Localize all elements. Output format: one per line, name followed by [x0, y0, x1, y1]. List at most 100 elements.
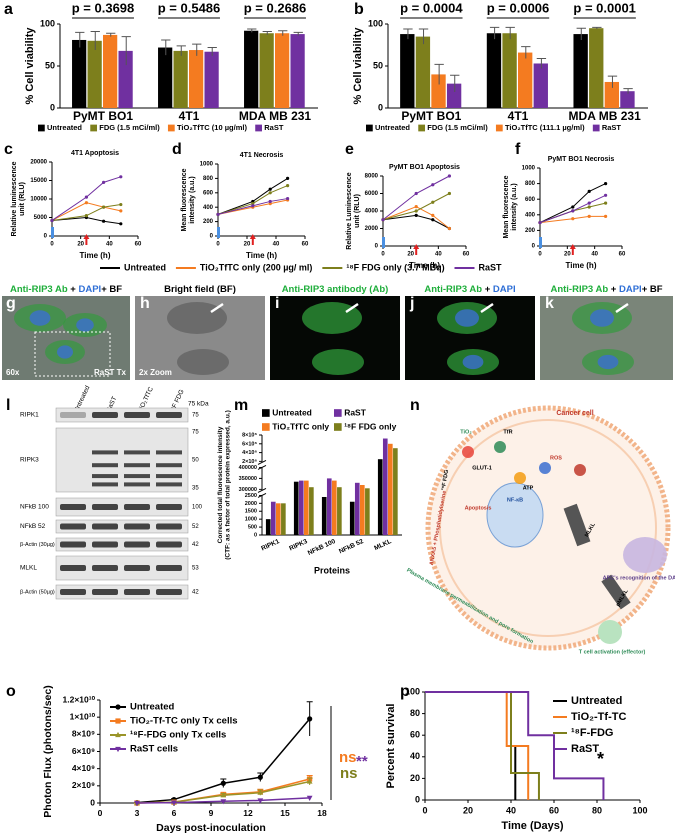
legend-label: ¹⁸F-FDG only Tx cells: [130, 730, 226, 741]
event-marker: [539, 237, 542, 248]
bar: [326, 478, 332, 535]
annotation: p = 0.3698: [72, 0, 135, 15]
marker: [306, 778, 313, 784]
x-tick-label: 40: [435, 252, 442, 258]
error-bar: [450, 74, 460, 93]
title-part: +: [608, 284, 619, 295]
legend-label: RaST: [344, 407, 367, 417]
marker: [268, 187, 272, 191]
marker: [381, 218, 385, 222]
blot-band: [124, 589, 150, 595]
legend-label: ¹⁸F FDG only: [344, 421, 396, 431]
legend-label: TiO₂TfTC (111.1 µg/ml): [505, 123, 585, 132]
blot-band: [92, 463, 118, 468]
bar: [87, 40, 102, 108]
y-tick-label: 100: [40, 18, 55, 28]
event-arrow: [83, 234, 90, 245]
marker: [431, 213, 435, 217]
bar: [189, 50, 204, 108]
legend-label: TiO₂-Tf-TC: [571, 711, 626, 723]
y-axis-label: unit (RLU): [354, 194, 361, 228]
error-bar: [278, 30, 288, 36]
y-axis-label: Mean fluorescence: [503, 175, 510, 238]
y-tick-label: 0: [90, 797, 95, 807]
annotation: **: [356, 753, 368, 770]
molecule: [574, 464, 586, 476]
y-tick-label: 20: [410, 773, 420, 783]
y-tick-label: 0: [210, 234, 214, 240]
blot-band: [92, 589, 118, 595]
bar: [270, 501, 276, 535]
bar: [298, 480, 304, 535]
zoom-box: [34, 331, 111, 377]
x-tick-label: 6: [172, 808, 177, 818]
x-tick-label: 60: [135, 242, 142, 248]
legend-label: FDG (1.5 mCi/ml): [427, 123, 488, 132]
y-axis-label: (CTF: as a factor of total protein expre…: [225, 410, 232, 560]
marker: [268, 191, 272, 195]
annotation: *: [597, 749, 604, 769]
y-tick-label: 4×10⁹: [72, 763, 95, 773]
event-arrow: [413, 244, 420, 255]
title-part: +: [68, 284, 79, 295]
y-tick-label: 0: [50, 102, 55, 112]
bar: [290, 34, 305, 108]
marker: [257, 789, 264, 795]
legend-swatch: [592, 124, 600, 132]
y-tick-label: 80: [410, 708, 420, 718]
y-tick-label: 300000: [239, 487, 257, 493]
legend-label: RaST cells: [130, 744, 178, 755]
error-bar: [192, 43, 202, 56]
bar: [321, 496, 327, 535]
y-axis-label: Corrected total fluorescence intensity: [217, 426, 224, 543]
marker: [571, 217, 575, 221]
y-axis-label: intensity (a.u.): [511, 183, 518, 230]
legend-label: TiO₂TfTC (10 µg/ml): [177, 123, 248, 132]
x-tick-label: 60: [619, 252, 626, 258]
marker: [115, 746, 121, 753]
bar: [620, 91, 635, 108]
marker: [431, 183, 435, 187]
micrograph: [270, 296, 400, 380]
legend-label: RaST: [571, 743, 599, 755]
blot-band: [124, 474, 150, 479]
y-tick-label: 1000: [245, 517, 257, 523]
marker: [50, 218, 54, 223]
series-line: [217, 198, 288, 215]
x-tick-label: MDA MB 231: [569, 109, 642, 123]
annotation: p = 0.5486: [158, 0, 221, 15]
marker: [84, 214, 88, 218]
blot-row-label: RIPK1: [20, 412, 39, 419]
legend-swatch: [262, 409, 270, 417]
series-line: [217, 177, 288, 215]
pointer-arrow: [345, 302, 359, 314]
series-line: [51, 216, 121, 225]
y-tick-label: 10000: [30, 197, 47, 203]
y-tick-label: 0: [532, 244, 536, 250]
series-line: [51, 176, 121, 221]
y-tick-label: 6×10⁹: [72, 746, 95, 756]
y-axis-label: Percent survival: [385, 704, 397, 789]
marker: [257, 798, 264, 804]
survival-curve: [425, 691, 605, 800]
error-bar: [403, 28, 413, 40]
molecule: [462, 446, 474, 458]
marker: [286, 176, 290, 180]
pointer-arrow: [480, 302, 494, 314]
axis-break-mark: [257, 459, 267, 465]
y-tick-label: 1500: [245, 509, 257, 515]
pore: [601, 574, 631, 610]
x-tick-label: 20: [564, 252, 571, 258]
legend-swatch: [495, 124, 503, 132]
y-tick-label: 400: [203, 205, 214, 211]
legend-label: Untreated: [375, 123, 410, 132]
bar: [393, 448, 398, 535]
error-bar: [505, 26, 515, 40]
x-tick-label: 15: [280, 808, 290, 818]
x-tick-label: 0: [216, 242, 220, 248]
legend-label: Untreated: [272, 407, 312, 417]
blot-band: [92, 482, 118, 487]
diagram-label: ATP: [523, 485, 534, 491]
x-axis-label: Time (h): [409, 261, 440, 270]
error-bar: [121, 36, 131, 66]
